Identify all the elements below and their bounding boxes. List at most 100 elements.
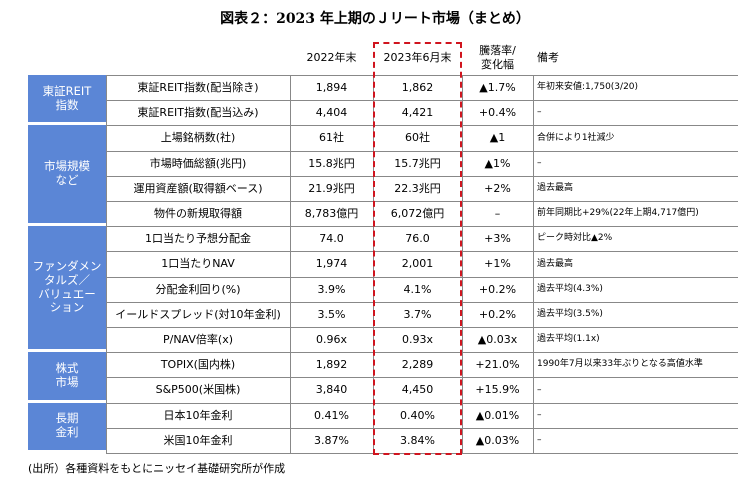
rule [106,175,738,177]
value-cell: +0.4% [478,106,517,120]
row-label: P/NAV倍率(x) [162,333,233,346]
rule [106,276,738,278]
remark: – [537,157,542,168]
value-cell: 1,892 [315,358,348,372]
group-label: 株式 市場 [28,352,106,403]
value-cell: +3% [484,232,511,246]
group-label: 東証REIT 指数 [28,75,106,126]
value-cell: +0.2% [478,307,517,321]
rule [106,327,738,328]
value-cell: 74.0 [319,232,344,246]
value-cell: 3.7% [403,307,432,321]
row-label: 1口当たり予想分配金 [145,232,251,246]
rule [106,251,738,253]
value-cell: 0.93x [401,333,433,346]
remark: – [537,409,542,420]
remark: 年初来安値:1,750(3/20) [537,82,639,93]
value-cell: 60社 [405,131,430,145]
rule [106,75,738,76]
row-label: イールドスプレッド(対10年金利) [115,307,281,321]
row-label: 1口当たりNAV [161,257,235,271]
value-cell: ▲1 [489,131,506,145]
remark: 過去平均(3.5%) [537,308,603,319]
remark: 過去最高 [537,182,574,193]
group-label: 長期 金利 [28,402,106,453]
value-cell: 6,072億円 [390,207,445,220]
value-cell: 3.9% [317,282,346,296]
rule [106,226,738,228]
row-label: 日本10年金利 [163,408,233,422]
rule [106,201,738,202]
title: 図表２：2023 年上期のＪリート市場（まとめ） [220,11,530,27]
highlight-box [373,42,462,455]
rule [106,402,738,404]
value-cell: 4,404 [315,106,348,120]
row-label: 米国10年金利 [163,433,233,447]
value-cell: +1% [484,257,511,271]
value-cell: 76.0 [405,232,430,246]
value-cell: 0.96x [315,333,347,346]
value-cell: 22.3兆円 [394,181,441,195]
value-cell: 1,894 [315,81,348,94]
group-label: 市場規模 など [28,125,106,227]
value-cell: 3,840 [315,383,348,397]
header-cell: 2022年末 [306,50,357,64]
value-cell: 4.1% [403,282,432,296]
remark: – [537,384,542,395]
header-cell: 2023年6月末 [383,50,452,64]
value-cell: 2,001 [401,257,434,271]
row-label: S&P500(米国株) [155,383,241,397]
remark: 過去平均(1.1x) [537,334,600,345]
remark: – [537,107,542,118]
header-cell: 騰落率/ 変化幅 [479,44,516,71]
column-rule [290,75,291,453]
remark: 合併により1社減少 [537,132,615,143]
value-cell: +21.0% [475,358,520,372]
header-cell: 備考 [537,50,559,64]
value-cell: 4,421 [401,106,434,120]
remark: 1990年7月以来33年ぶりとなる高値水準 [537,359,703,370]
value-cell: 15.8兆円 [308,156,355,170]
value-cell: ▲0.01% [475,408,520,422]
rule [106,427,738,429]
remark: – [537,434,542,445]
remark: ピーク時対比▲2% [537,233,613,244]
value-cell: ▲1.7% [479,81,516,94]
group-label: ファンダメン タルズ／ バリュエー ション [28,226,106,353]
rule [106,125,738,127]
rule [106,377,738,379]
value-cell: +15.9% [475,383,520,397]
column-rule [106,75,107,453]
value-cell: 21.9兆円 [308,181,355,195]
value-cell: 2,289 [401,358,434,372]
rule [106,100,738,102]
column-rule [533,75,534,453]
row-label: 市場時価総額(兆円) [149,156,247,170]
rule [106,352,738,354]
remark: 過去平均(4.3%) [537,283,603,294]
remark: 過去最高 [537,258,574,269]
row-label: 東証REIT指数(配当除き) [137,81,259,94]
value-cell: 4,450 [401,383,434,397]
row-label: 上場銘柄数(社) [160,131,236,145]
value-cell: 15.7兆円 [394,156,441,170]
value-cell: 8,783億円 [304,207,359,220]
value-cell: 61社 [319,131,344,145]
value-cell: 3.87% [314,433,349,447]
value-cell: +0.2% [478,282,517,296]
row-label: 物件の新規取得額 [154,207,242,220]
row-label: 東証REIT指数(配当込み) [137,106,259,120]
value-cell: ▲1% [484,156,511,170]
value-cell: 0.40% [400,408,435,422]
column-rule [462,75,463,453]
value-cell: ▲0.03% [475,433,520,447]
rule [106,150,738,152]
remark: 前年同期比+29%(22年上期4,717億円) [537,208,699,219]
value-cell: 1,974 [315,257,348,271]
row-label: TOPIX(国内株) [160,358,236,372]
row-label: 分配金利回り(%) [155,282,241,296]
source-note: (出所）各種資料をもとにニッセイ基礎研究所が作成 [28,462,286,475]
value-cell: 3.84% [400,433,435,447]
value-cell: – [494,207,501,220]
